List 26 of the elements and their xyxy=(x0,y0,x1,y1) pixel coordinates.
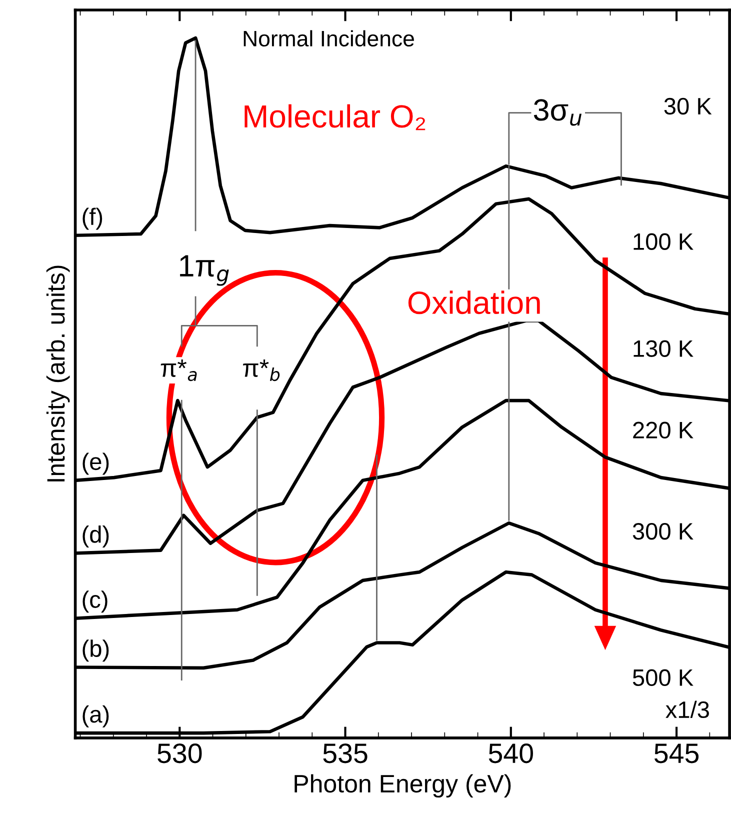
annotation: 100 K xyxy=(634,233,694,250)
annotation: Normal Incidence xyxy=(244,30,414,47)
x-tick-label: 535 xyxy=(323,744,368,764)
annotation: 3σ$_{u}$ xyxy=(534,99,582,126)
series-label: (c) xyxy=(82,590,108,613)
x-tick-label: 545 xyxy=(654,744,699,764)
series-label: (a) xyxy=(82,705,109,728)
x-tick-label: 530 xyxy=(158,744,202,764)
x-tick-label: 540 xyxy=(488,744,533,764)
annotation: Oxidation xyxy=(408,290,540,314)
annotation: 30 K xyxy=(664,98,712,115)
series-label: (f) xyxy=(82,208,102,230)
series-label: (e) xyxy=(82,452,109,475)
series-label: (b) xyxy=(82,640,109,662)
annotation: 220 K xyxy=(633,422,694,439)
annotation: 1π$_{g}$ xyxy=(180,255,229,286)
annotation: x1/3 xyxy=(666,700,709,718)
annotation: 130 K xyxy=(634,340,694,357)
annotation: 300 K xyxy=(632,522,694,540)
y-axis-title: Intensity (arb. units) xyxy=(46,266,70,482)
annotation: 500 K xyxy=(632,669,694,686)
x-axis-title: Photon Energy (eV) xyxy=(294,774,511,798)
annotation: π*$_{a}$ xyxy=(160,360,197,382)
series-label: (d) xyxy=(82,526,109,548)
annotation: Molecular O₂ xyxy=(244,104,426,130)
annotation: π*$_{b}$ xyxy=(243,360,280,382)
